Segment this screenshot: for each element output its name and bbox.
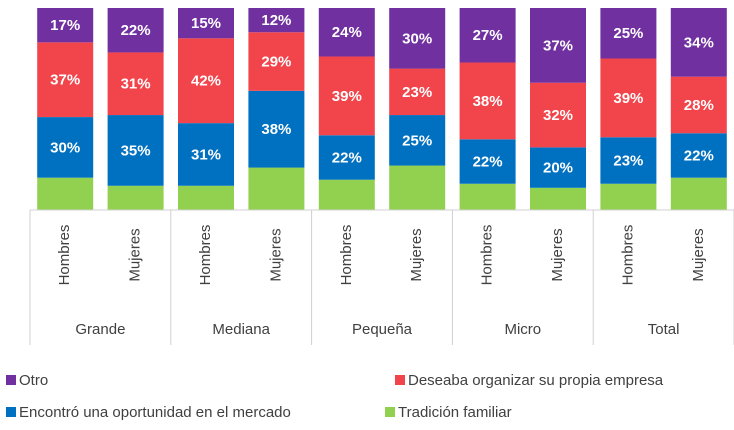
bar-segment	[389, 68, 446, 116]
bar-segment	[670, 76, 727, 134]
legend-swatch	[6, 375, 16, 385]
data-label: 22%	[684, 147, 714, 164]
bar-segment	[318, 56, 375, 136]
group-label: Total	[648, 321, 680, 338]
bar-segment	[107, 185, 164, 210]
x-tick-label: Mujeres	[408, 228, 425, 281]
bar-segment	[178, 38, 234, 124]
bar-segment	[389, 115, 446, 166]
data-label: 37%	[543, 37, 573, 54]
data-label: 39%	[332, 88, 362, 105]
bar-segment	[37, 42, 94, 118]
data-label: 38%	[261, 121, 291, 138]
bar-segment	[318, 8, 375, 57]
x-tick-label: Hombres	[619, 225, 636, 286]
data-label: 27%	[473, 27, 503, 44]
data-label: 22%	[332, 149, 362, 166]
data-label: 25%	[402, 132, 432, 149]
data-label: 39%	[613, 90, 643, 107]
data-label: 22%	[121, 22, 151, 39]
bar-segment	[318, 179, 375, 210]
x-tick-label: Hombres	[56, 225, 73, 286]
legend-label: Encontró una oportunidad en el mercado	[19, 404, 291, 421]
bar-segment	[530, 82, 586, 148]
x-tick-label: Hombres	[338, 225, 355, 286]
bar-segment	[248, 32, 305, 91]
data-label: 25%	[613, 25, 643, 42]
legend-swatch	[395, 375, 405, 385]
bar-segment	[178, 123, 234, 186]
data-label: 31%	[191, 146, 221, 163]
data-label: 31%	[121, 76, 151, 93]
data-label: 29%	[261, 53, 291, 70]
bar-segment	[670, 8, 727, 77]
data-label: 28%	[684, 97, 714, 114]
bar-segment	[670, 133, 727, 178]
data-label: 34%	[684, 34, 714, 51]
bar-segment	[459, 183, 516, 210]
bar-segment	[107, 115, 164, 186]
legend-label: Deseaba organizar su propia empresa	[408, 372, 664, 389]
bar-segment	[600, 137, 657, 184]
bar-segment	[107, 8, 164, 53]
bar-segment	[530, 187, 586, 210]
bar-segment	[459, 62, 516, 140]
bar-segment	[459, 139, 516, 184]
bar-segment	[37, 117, 94, 178]
x-tick-label: Hombres	[479, 225, 496, 286]
data-label: 22%	[473, 153, 503, 170]
data-label: 15%	[191, 15, 221, 32]
legend-swatch	[6, 407, 16, 417]
bar-segment	[248, 90, 305, 168]
bar-segment	[248, 167, 305, 210]
legend-label: Otro	[19, 372, 48, 389]
data-label: 35%	[121, 142, 151, 159]
group-label: Pequeña	[352, 321, 413, 338]
group-label: Grande	[75, 321, 125, 338]
bar-segment	[600, 8, 657, 59]
bar-segment	[37, 177, 94, 210]
bar-segment	[600, 183, 657, 210]
bar-segment	[318, 135, 375, 180]
data-label: 38%	[473, 93, 503, 110]
data-label: 12%	[261, 12, 291, 29]
bar-segment	[600, 58, 657, 138]
x-tick-label: Mujeres	[549, 228, 566, 281]
data-label: 30%	[402, 30, 432, 47]
data-label: 37%	[50, 72, 80, 89]
x-tick-label: Mujeres	[690, 228, 707, 281]
data-label: 24%	[332, 24, 362, 41]
data-label: 17%	[50, 17, 80, 34]
data-label: 23%	[613, 152, 643, 169]
data-label: 23%	[402, 84, 432, 101]
bar-segment	[459, 8, 516, 63]
data-label: 30%	[50, 139, 80, 156]
group-label: Micro	[504, 321, 541, 338]
bar-segment	[248, 8, 305, 33]
x-tick-label: Hombres	[197, 225, 214, 286]
bar-segment	[389, 8, 446, 69]
bar-segment	[107, 52, 164, 116]
data-label: 32%	[543, 107, 573, 124]
x-tick-label: Mujeres	[267, 228, 284, 281]
x-tick-label: Mujeres	[127, 228, 144, 281]
legend-swatch	[385, 407, 395, 417]
legend-label: Tradición familiar	[398, 404, 512, 421]
data-label: 20%	[543, 160, 573, 177]
bar-segment	[389, 165, 446, 210]
group-label: Mediana	[212, 321, 270, 338]
bar-segment	[178, 8, 234, 39]
bar-segment	[530, 147, 586, 188]
bar-segment	[37, 8, 94, 43]
bar-segment	[530, 8, 586, 83]
bar-segment	[178, 185, 234, 210]
bar-segment	[670, 177, 727, 210]
data-label: 42%	[191, 73, 221, 90]
